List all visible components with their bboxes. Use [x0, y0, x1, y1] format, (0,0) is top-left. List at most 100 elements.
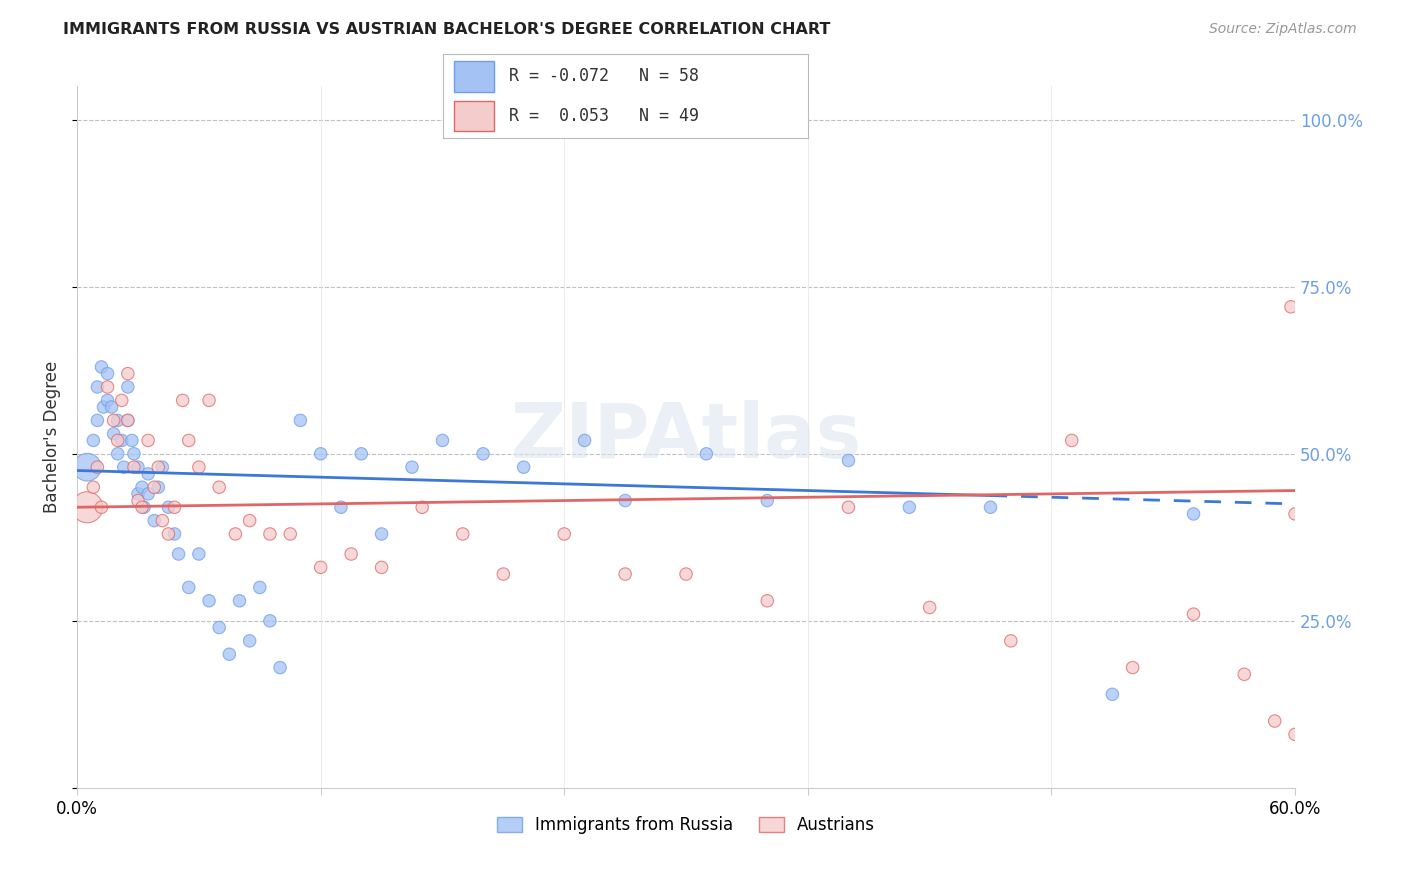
Point: [121, 434, 143, 448]
Point: [1182, 507, 1205, 521]
Point: [117, 413, 139, 427]
Point: [172, 393, 194, 408]
Point: [131, 500, 153, 515]
Point: [86, 380, 108, 394]
Point: [187, 460, 209, 475]
Point: [553, 527, 575, 541]
Point: [239, 633, 262, 648]
Point: [980, 500, 1002, 515]
Point: [148, 480, 170, 494]
Point: [157, 500, 180, 515]
Point: [756, 493, 779, 508]
Point: [127, 487, 149, 501]
Point: [340, 547, 363, 561]
Point: [163, 527, 186, 541]
Point: [1284, 507, 1306, 521]
Point: [1122, 660, 1144, 674]
Point: [127, 493, 149, 508]
Point: [122, 447, 145, 461]
Text: ZIPAtlas: ZIPAtlas: [510, 401, 862, 475]
Point: [224, 527, 246, 541]
Point: [86, 413, 108, 427]
Point: [401, 460, 423, 475]
Point: [143, 480, 166, 494]
Point: [290, 413, 312, 427]
Point: [163, 500, 186, 515]
Point: [411, 500, 433, 515]
Text: R =  0.053   N = 49: R = 0.053 N = 49: [509, 107, 699, 125]
Point: [136, 487, 159, 501]
Point: [239, 514, 262, 528]
Point: [1182, 607, 1205, 621]
Text: IMMIGRANTS FROM RUSSIA VS AUSTRIAN BACHELOR'S DEGREE CORRELATION CHART: IMMIGRANTS FROM RUSSIA VS AUSTRIAN BACHE…: [63, 22, 831, 37]
Text: R = -0.072   N = 58: R = -0.072 N = 58: [509, 68, 699, 86]
Point: [1264, 714, 1286, 728]
Point: [107, 447, 129, 461]
Point: [898, 500, 921, 515]
Point: [96, 367, 118, 381]
Point: [472, 447, 495, 461]
Point: [96, 393, 118, 408]
FancyBboxPatch shape: [454, 101, 494, 131]
Point: [370, 560, 392, 574]
Point: [756, 594, 779, 608]
Point: [208, 480, 231, 494]
Point: [492, 567, 515, 582]
Point: [132, 500, 155, 515]
Point: [177, 434, 200, 448]
Point: [96, 380, 118, 394]
Point: [309, 447, 332, 461]
Point: [103, 413, 125, 427]
Point: [1284, 727, 1306, 741]
Point: [90, 359, 112, 374]
Point: [198, 594, 221, 608]
Point: [574, 434, 596, 448]
Point: [157, 527, 180, 541]
Point: [112, 460, 135, 475]
Point: [76, 500, 98, 515]
Point: [1101, 687, 1123, 701]
Point: [695, 447, 717, 461]
Point: [86, 460, 108, 475]
Point: [127, 460, 149, 475]
Y-axis label: Bachelor's Degree: Bachelor's Degree: [44, 361, 60, 513]
Point: [675, 567, 697, 582]
Point: [111, 434, 134, 448]
Point: [1279, 300, 1302, 314]
Point: [76, 460, 98, 475]
Point: [93, 400, 115, 414]
Point: [148, 460, 170, 475]
Point: [614, 567, 637, 582]
Point: [218, 647, 240, 661]
Point: [249, 581, 271, 595]
Point: [228, 594, 250, 608]
Point: [837, 500, 859, 515]
Point: [150, 460, 173, 475]
Point: [918, 600, 941, 615]
Point: [278, 527, 301, 541]
Point: [82, 480, 104, 494]
Point: [117, 413, 139, 427]
Text: Source: ZipAtlas.com: Source: ZipAtlas.com: [1209, 22, 1357, 37]
Point: [208, 620, 231, 634]
Point: [122, 460, 145, 475]
Point: [117, 380, 139, 394]
Point: [111, 393, 134, 408]
Point: [150, 514, 173, 528]
Point: [131, 480, 153, 494]
Point: [103, 426, 125, 441]
Point: [177, 581, 200, 595]
Legend: Immigrants from Russia, Austrians: Immigrants from Russia, Austrians: [489, 808, 883, 843]
Point: [451, 527, 474, 541]
Point: [107, 413, 129, 427]
Point: [350, 447, 373, 461]
Point: [269, 660, 291, 674]
Point: [136, 467, 159, 481]
Point: [90, 500, 112, 515]
FancyBboxPatch shape: [454, 62, 494, 92]
Point: [1233, 667, 1256, 681]
Point: [198, 393, 221, 408]
Point: [187, 547, 209, 561]
Point: [82, 434, 104, 448]
Point: [100, 400, 122, 414]
